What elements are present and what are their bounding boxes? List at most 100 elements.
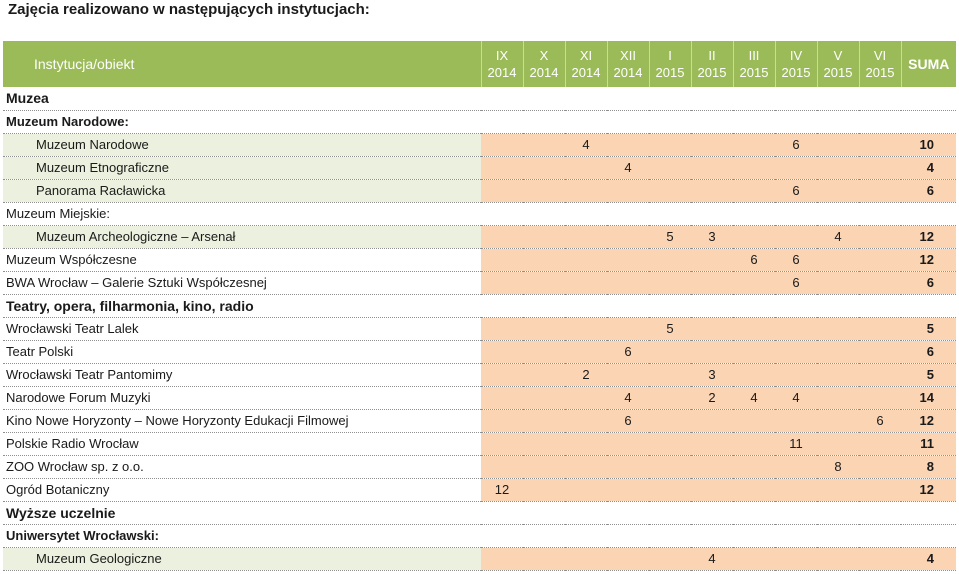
month-value-cell — [565, 271, 607, 295]
month-value-cell — [817, 133, 859, 157]
row-sum-cell: 12 — [901, 478, 956, 502]
month-value-cell — [565, 340, 607, 364]
month-value-cell — [565, 432, 607, 456]
month-value-cell — [565, 547, 607, 571]
month-value-cell — [523, 156, 565, 180]
month-value-cell: 6 — [775, 133, 817, 157]
column-header-sum: SUMA — [900, 41, 956, 87]
month-value-cell — [565, 386, 607, 410]
month-value-cell: 2 — [691, 386, 733, 410]
year-label: 2015 — [739, 65, 769, 80]
month-value-cell — [649, 455, 691, 479]
column-header-month: XII 2014 — [606, 41, 649, 87]
month-value-cell — [775, 317, 817, 341]
institution-name: Muzeum Współczesne — [3, 248, 481, 272]
month-value-cell — [565, 478, 607, 502]
month-value-cell — [691, 179, 733, 203]
month-value-cell — [775, 340, 817, 364]
table-row: Kino Nowe Horyzonty – Nowe Horyzonty Edu… — [3, 409, 956, 433]
month-value-cell — [691, 271, 733, 295]
month-value-cell — [481, 432, 523, 456]
row-fill — [481, 524, 956, 548]
month-value-cell — [817, 432, 859, 456]
row-fill — [481, 110, 956, 134]
column-header-month: IX 2014 — [480, 41, 523, 87]
month-value-cell: 12 — [481, 478, 523, 502]
page-title: Zajęcia realizowano w następujących inst… — [8, 1, 370, 18]
month-value-cell — [649, 133, 691, 157]
year-label: 2014 — [529, 65, 559, 80]
month-value-cell — [649, 386, 691, 410]
month-value-cell — [523, 478, 565, 502]
month-value-cell: 6 — [607, 409, 649, 433]
row-fill — [481, 87, 956, 111]
month-value-cell — [733, 478, 775, 502]
table-row: Ogród Botaniczny 12 12 — [3, 478, 956, 502]
month-value-cell — [775, 156, 817, 180]
month-value-cell — [733, 409, 775, 433]
month-value-cell — [691, 455, 733, 479]
month-value-cell — [649, 409, 691, 433]
institution-name: BWA Wrocław – Galerie Sztuki Współczesne… — [3, 271, 481, 295]
row-sum-cell: 5 — [901, 317, 956, 341]
column-header-month: I 2015 — [648, 41, 691, 87]
month-value-cell — [565, 248, 607, 272]
institution-name: Kino Nowe Horyzonty – Nowe Horyzonty Edu… — [3, 409, 481, 433]
row-fill — [481, 501, 956, 525]
month-value-cell: 5 — [649, 317, 691, 341]
month-value-cell — [817, 317, 859, 341]
year-label: 2015 — [865, 65, 895, 80]
month-value-cell — [607, 317, 649, 341]
year-label: 2015 — [697, 65, 727, 80]
month-value-cell: 4 — [691, 547, 733, 571]
month-value-cell: 11 — [775, 432, 817, 456]
row-sum-cell: 4 — [901, 547, 956, 571]
month-value-cell: 4 — [733, 386, 775, 410]
month-value-cell — [565, 409, 607, 433]
column-header-month: III 2015 — [732, 41, 775, 87]
section-row: Wyższe uczelnie — [3, 501, 956, 525]
month-value-cell — [817, 386, 859, 410]
table-row: ZOO Wrocław sp. z o.o. 8 8 — [3, 455, 956, 479]
month-value-cell — [523, 432, 565, 456]
year-label: 2015 — [781, 65, 811, 80]
institution-name: ZOO Wrocław sp. z o.o. — [3, 455, 481, 479]
month-value-cell — [481, 455, 523, 479]
month-value-cell — [733, 432, 775, 456]
table-row: BWA Wrocław – Galerie Sztuki Współczesne… — [3, 271, 956, 295]
month-value-cell — [523, 179, 565, 203]
month-value-cell — [565, 156, 607, 180]
month-value-cell — [859, 179, 901, 203]
table-row: Panorama Racławicka 6 6 — [3, 179, 956, 203]
row-fill — [481, 202, 956, 226]
month-value-cell — [859, 271, 901, 295]
month-value-cell — [859, 225, 901, 249]
month-label: II — [708, 48, 716, 63]
month-value-cell — [733, 340, 775, 364]
month-value-cell — [481, 386, 523, 410]
month-value-cell: 6 — [607, 340, 649, 364]
month-value-cell — [691, 156, 733, 180]
month-value-cell — [733, 317, 775, 341]
month-value-cell — [523, 363, 565, 387]
month-value-cell — [691, 432, 733, 456]
month-value-cell — [691, 133, 733, 157]
table-row: Polskie Radio Wrocław 11 11 — [3, 432, 956, 456]
month-value-cell — [481, 363, 523, 387]
row-sum-cell: 8 — [901, 455, 956, 479]
institution-name: Muzeum Geologiczne — [3, 547, 481, 571]
month-value-cell: 6 — [775, 179, 817, 203]
year-label: 2014 — [487, 65, 517, 80]
month-value-cell — [691, 317, 733, 341]
month-value-cell — [607, 179, 649, 203]
month-label: IV — [789, 48, 803, 63]
month-label: X — [539, 48, 549, 63]
row-sum-cell: 14 — [901, 386, 956, 410]
month-value-cell — [523, 409, 565, 433]
column-header-month: II 2015 — [690, 41, 733, 87]
month-value-cell — [859, 455, 901, 479]
institution-name: Narodowe Forum Muzyki — [3, 386, 481, 410]
table-row: Muzeum Geologiczne 4 4 — [3, 547, 956, 571]
month-value-cell — [817, 409, 859, 433]
section-row: Teatry, opera, filharmonia, kino, radio — [3, 294, 956, 318]
